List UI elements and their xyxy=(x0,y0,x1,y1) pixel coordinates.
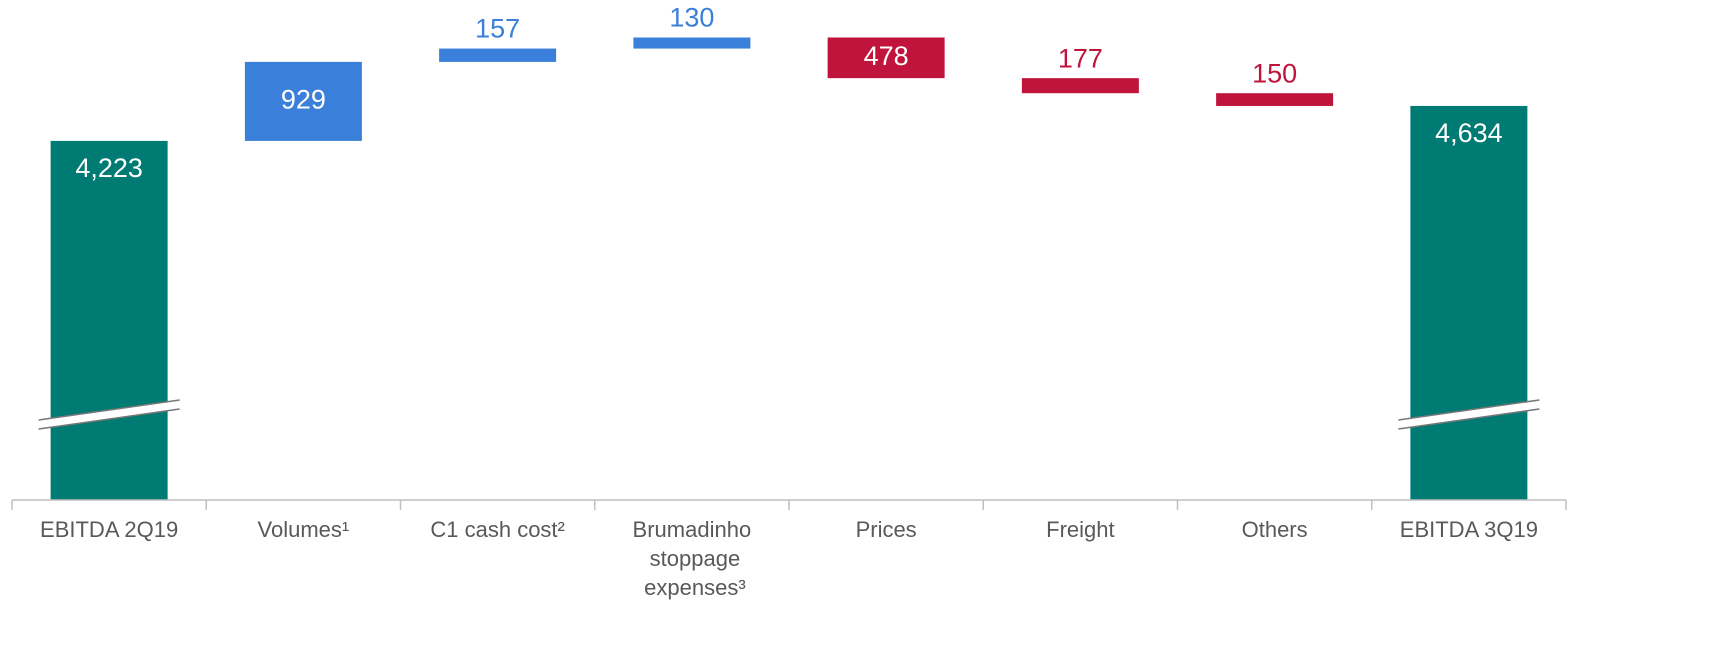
bar xyxy=(827,37,945,79)
bar xyxy=(1410,105,1528,500)
axis-break xyxy=(1398,400,1540,429)
axis-break-edge xyxy=(1398,399,1540,421)
value-label: 130 xyxy=(669,3,714,33)
x-tick-label: Others xyxy=(1242,517,1308,542)
axis-break-edge xyxy=(38,399,180,421)
x-tick-label: C1 cash cost² xyxy=(430,517,565,542)
bar xyxy=(439,48,557,62)
bar xyxy=(633,37,751,49)
axis-break-edge xyxy=(38,408,180,430)
bar xyxy=(50,140,168,500)
x-tick-label: Brumadinho stoppage expenses³ xyxy=(633,517,752,600)
value-label: 929 xyxy=(281,85,326,115)
x-tick-label: Freight xyxy=(1046,517,1114,542)
value-label: 4,634 xyxy=(1435,118,1503,148)
bar xyxy=(1216,93,1334,106)
x-tick-label: EBITDA 2Q19 xyxy=(40,517,178,542)
value-label: 478 xyxy=(864,41,909,71)
value-label: 4,223 xyxy=(75,153,143,183)
bar xyxy=(244,61,362,141)
value-label: 157 xyxy=(475,14,520,44)
x-tick-label: Prices xyxy=(856,517,917,542)
x-tick-label: EBITDA 3Q19 xyxy=(1400,517,1538,542)
value-label: 177 xyxy=(1058,43,1103,73)
bar xyxy=(1021,78,1139,94)
axis-break xyxy=(38,400,180,429)
axis-break-edge xyxy=(1398,408,1540,430)
x-tick-label: Volumes¹ xyxy=(258,517,350,542)
value-label: 150 xyxy=(1252,58,1297,88)
